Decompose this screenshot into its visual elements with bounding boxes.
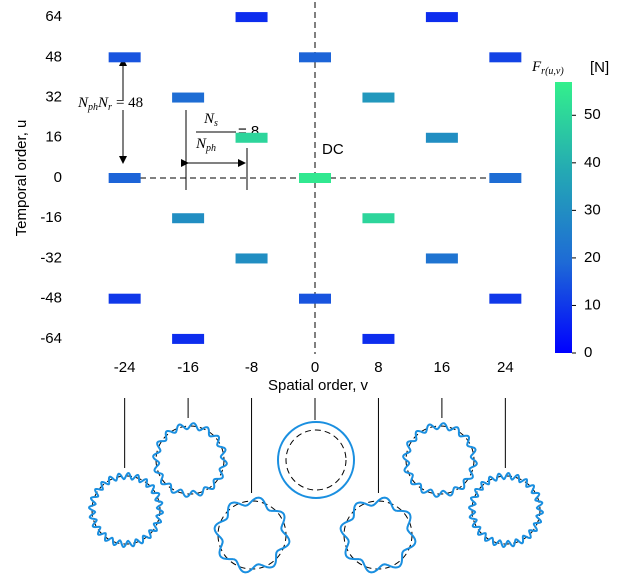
deformation-shape bbox=[469, 473, 543, 547]
annotation: NphNr= 48 bbox=[77, 95, 143, 113]
x-axis-label: Spatial order, v bbox=[268, 377, 369, 394]
bar bbox=[426, 12, 458, 22]
colorbar-tick-label: 10 bbox=[584, 296, 601, 313]
y-tick-label: 64 bbox=[45, 8, 62, 25]
deformation-shape bbox=[278, 422, 354, 498]
bar bbox=[299, 173, 331, 183]
bar bbox=[172, 213, 204, 223]
y-tick-label: 48 bbox=[45, 48, 62, 65]
y-tick-label: 0 bbox=[54, 169, 62, 186]
bar bbox=[172, 334, 204, 344]
x-tick-label: 8 bbox=[374, 359, 382, 376]
y-tick-label: -32 bbox=[40, 249, 62, 266]
bar bbox=[236, 133, 268, 143]
y-tick-label: -64 bbox=[40, 330, 62, 347]
colorbar-tick-label: 20 bbox=[584, 249, 601, 266]
x-tick-label: -8 bbox=[245, 359, 258, 376]
deformation-shape bbox=[403, 423, 477, 497]
annotation: Nph bbox=[195, 136, 216, 154]
chart: Temporal order, u Spatial order, v DC Np… bbox=[0, 0, 625, 574]
x-tick-label: 24 bbox=[497, 359, 514, 376]
bar bbox=[426, 133, 458, 143]
bar bbox=[236, 253, 268, 263]
x-tick-label: 0 bbox=[311, 359, 319, 376]
y-tick-label: 16 bbox=[45, 129, 62, 146]
deformation-shape bbox=[341, 498, 416, 573]
bar bbox=[362, 93, 394, 103]
bar bbox=[426, 253, 458, 263]
colorbar-label: Fr(u,v) bbox=[531, 59, 564, 77]
deformation-shape bbox=[153, 423, 227, 497]
y-tick-label: -48 bbox=[40, 290, 62, 307]
bar bbox=[236, 12, 268, 22]
bar bbox=[172, 93, 204, 103]
deformation-shape bbox=[215, 498, 290, 573]
x-tick-label: -24 bbox=[114, 359, 136, 376]
bar bbox=[489, 173, 521, 183]
colorbar-tick-label: 30 bbox=[584, 201, 601, 218]
colorbar-tick-label: 50 bbox=[584, 106, 601, 123]
bar bbox=[109, 52, 141, 62]
bar bbox=[299, 52, 331, 62]
bar bbox=[489, 294, 521, 304]
bar bbox=[109, 173, 141, 183]
deformation-shape bbox=[89, 473, 163, 547]
reference-circle bbox=[286, 430, 346, 490]
colorbar-tick-label: 0 bbox=[584, 344, 592, 361]
y-axis-label: Temporal order, u bbox=[13, 120, 30, 237]
colorbar-label: [N] bbox=[590, 59, 609, 76]
bar bbox=[489, 52, 521, 62]
colorbar-tick-label: 40 bbox=[584, 154, 601, 171]
x-tick-label: -16 bbox=[177, 359, 199, 376]
bar bbox=[362, 334, 394, 344]
bar bbox=[362, 213, 394, 223]
bar bbox=[109, 294, 141, 304]
x-tick-label: 16 bbox=[434, 359, 451, 376]
annotation: Ns bbox=[203, 111, 218, 129]
dc-label: DC bbox=[322, 141, 344, 158]
colorbar bbox=[555, 82, 572, 353]
y-tick-label: -16 bbox=[40, 209, 62, 226]
y-tick-label: 32 bbox=[45, 89, 62, 106]
bar bbox=[299, 294, 331, 304]
